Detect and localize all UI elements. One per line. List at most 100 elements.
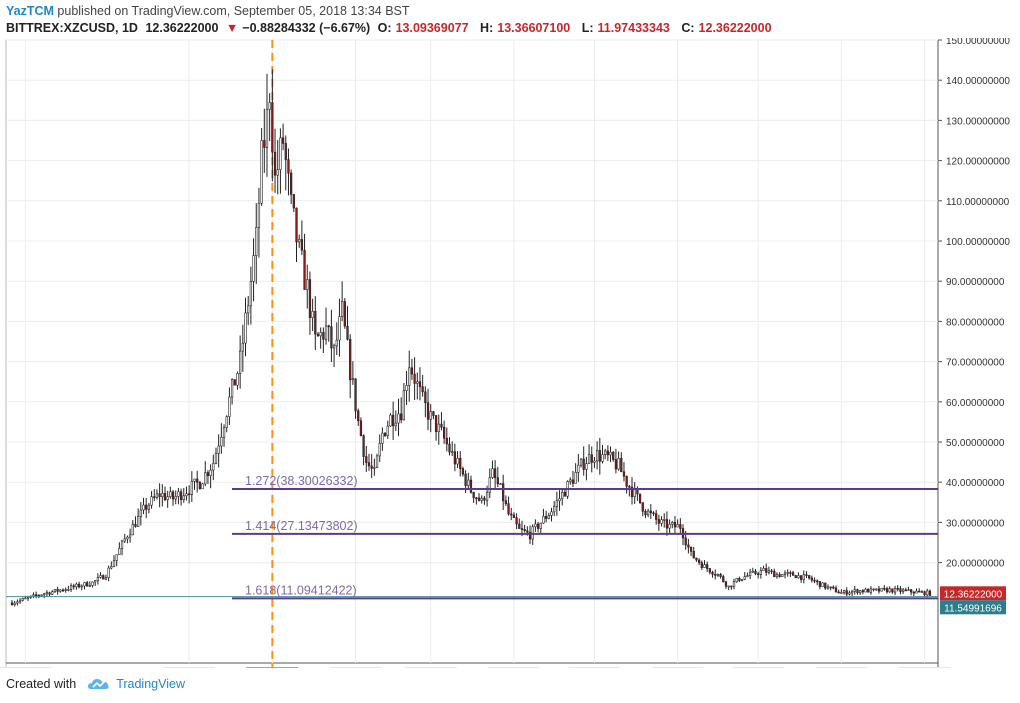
x-tick-highlight bbox=[246, 667, 299, 682]
y-tick-label: 90.00000000 bbox=[946, 277, 1005, 288]
candle-up bbox=[381, 432, 384, 444]
candle-down bbox=[757, 573, 760, 576]
candle-down bbox=[464, 473, 467, 486]
candle-up bbox=[555, 500, 558, 507]
candle-down bbox=[526, 530, 529, 533]
candle-up bbox=[190, 481, 193, 495]
x-tick-bg bbox=[487, 667, 540, 682]
candle-down bbox=[418, 381, 422, 388]
close-value: 12.36222000 bbox=[698, 21, 772, 35]
candle-up bbox=[118, 548, 121, 555]
candle-down bbox=[818, 581, 822, 587]
candle-up bbox=[88, 585, 91, 587]
y-tick-label: 100.00000000 bbox=[946, 237, 1010, 248]
candle-down bbox=[292, 194, 295, 209]
candle-up bbox=[762, 568, 765, 571]
candle-up bbox=[416, 381, 419, 384]
candle-up bbox=[437, 423, 440, 433]
candle-down bbox=[77, 583, 81, 588]
candle-up bbox=[716, 574, 720, 576]
candle-down bbox=[448, 443, 451, 453]
candle-down bbox=[496, 477, 499, 485]
candle-up bbox=[351, 378, 355, 381]
candle-up bbox=[609, 451, 612, 456]
candle-down bbox=[692, 551, 695, 559]
symbol-label: BITTREX:XZCUSD, 1D bbox=[6, 21, 138, 35]
candle-up bbox=[488, 477, 491, 493]
candle-down bbox=[896, 588, 899, 590]
candle-down bbox=[290, 172, 293, 195]
candle-down bbox=[689, 546, 693, 552]
candle-up bbox=[727, 585, 730, 588]
candle-down bbox=[590, 454, 593, 463]
candle-down bbox=[630, 486, 634, 497]
candle-up bbox=[80, 585, 83, 588]
candle-up bbox=[161, 493, 164, 498]
price-badge-label: 11.54991696 bbox=[944, 603, 1002, 614]
low-label: L: bbox=[581, 21, 594, 35]
candle-up bbox=[577, 464, 580, 473]
candle-down bbox=[722, 576, 725, 583]
candle-up bbox=[268, 102, 271, 110]
candle-up bbox=[324, 325, 328, 340]
candle-down bbox=[606, 450, 609, 456]
candle-down bbox=[233, 379, 236, 386]
price-badge bbox=[940, 586, 1006, 601]
candle-up bbox=[732, 581, 736, 588]
candle-down bbox=[316, 333, 320, 337]
candle-up bbox=[147, 504, 151, 510]
candle-down bbox=[834, 587, 838, 593]
candle-up bbox=[646, 510, 650, 516]
candlestick-chart[interactable]: 150.00000000 140.00000000 130.00000000 120.… bbox=[0, 36, 1020, 684]
candle-up bbox=[751, 570, 754, 573]
candle-down bbox=[829, 586, 832, 589]
candle-up bbox=[75, 583, 78, 588]
candle-up bbox=[139, 509, 142, 517]
candle-down bbox=[544, 516, 548, 519]
candle-up bbox=[298, 239, 301, 243]
candle-up bbox=[91, 581, 94, 586]
candle-up bbox=[64, 589, 67, 591]
price-badge bbox=[940, 600, 1006, 615]
candle-up bbox=[826, 586, 830, 589]
candle-down bbox=[206, 472, 210, 477]
candle-down bbox=[598, 450, 601, 462]
candle-up bbox=[783, 572, 787, 575]
y-tick-label: 150.00000000 bbox=[946, 38, 1010, 47]
candle-up bbox=[561, 492, 564, 500]
candle-down bbox=[845, 590, 848, 595]
candle-down bbox=[400, 413, 403, 421]
candle-up bbox=[341, 301, 344, 317]
candle-down bbox=[56, 588, 59, 592]
candle-up bbox=[236, 373, 239, 386]
tradingview-brand-link[interactable]: TradingView bbox=[82, 677, 185, 691]
candle-down bbox=[582, 458, 585, 470]
candle-down bbox=[799, 575, 803, 580]
candle-up bbox=[32, 594, 35, 597]
candle-down bbox=[885, 588, 889, 593]
candle-down bbox=[808, 575, 811, 579]
x-tick-bg bbox=[0, 667, 52, 682]
candle-down bbox=[263, 140, 266, 148]
candle-up bbox=[335, 339, 338, 347]
candle-down bbox=[700, 562, 703, 568]
y-tick-label: 110.00000000 bbox=[946, 197, 1010, 208]
author-link[interactable]: YazTCM bbox=[6, 4, 54, 18]
chart-area[interactable]: 150.00000000 140.00000000 130.00000000 120.… bbox=[0, 36, 1020, 684]
down-arrow-icon: ▼ bbox=[225, 21, 239, 35]
candle-down bbox=[48, 592, 51, 595]
fib-level-label: 1.618(11.09412422) bbox=[245, 583, 357, 597]
candle-down bbox=[910, 589, 913, 593]
x-tick-bg bbox=[815, 667, 868, 682]
candle-down bbox=[770, 570, 773, 573]
open-value: 13.09369077 bbox=[395, 21, 469, 35]
candle-up bbox=[542, 516, 545, 524]
candle-up bbox=[99, 575, 102, 578]
fib-level-label: 1.272(38.30026332) bbox=[245, 474, 358, 488]
candle-up bbox=[24, 597, 27, 600]
candle-up bbox=[260, 140, 263, 204]
candle-down bbox=[928, 590, 932, 596]
candle-up bbox=[405, 385, 408, 391]
candle-up bbox=[123, 538, 126, 542]
x-tick-bg bbox=[898, 667, 951, 682]
